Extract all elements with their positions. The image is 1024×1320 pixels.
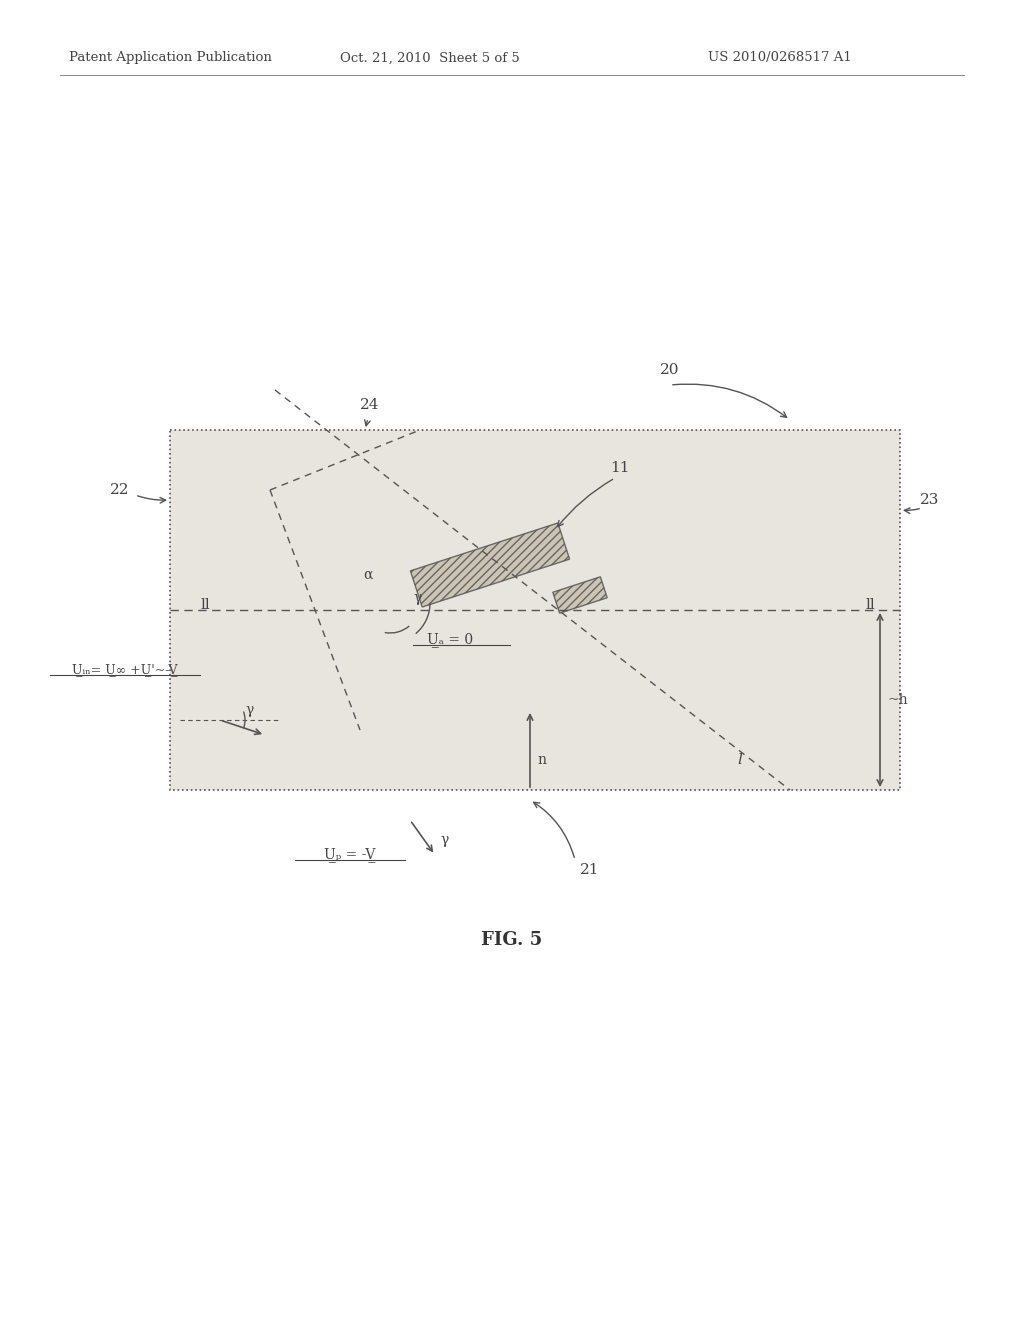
Text: 24: 24 — [360, 399, 380, 412]
Text: 22: 22 — [111, 483, 130, 498]
FancyBboxPatch shape — [170, 430, 900, 789]
Text: 11: 11 — [610, 461, 630, 475]
Text: Oct. 21, 2010  Sheet 5 of 5: Oct. 21, 2010 Sheet 5 of 5 — [340, 51, 520, 65]
Text: Patent Application Publication: Patent Application Publication — [69, 51, 271, 65]
Text: ll: ll — [865, 598, 874, 612]
Text: γ: γ — [441, 833, 450, 847]
Text: ~h: ~h — [888, 693, 908, 708]
Text: ll: ll — [200, 598, 210, 612]
Text: U̲ₚ = -V̲: U̲ₚ = -V̲ — [325, 847, 376, 862]
Text: U̲ᵢₙ= U̲∞ +U̲'~-V̲: U̲ᵢₙ= U̲∞ +U̲'~-V̲ — [73, 664, 178, 676]
Text: n: n — [538, 752, 547, 767]
Text: U̲ₐ = 0: U̲ₐ = 0 — [427, 632, 473, 647]
Bar — [411, 523, 569, 607]
Text: 21: 21 — [581, 863, 600, 876]
Text: α: α — [364, 568, 373, 582]
Text: 20: 20 — [660, 363, 680, 378]
Bar — [553, 577, 607, 614]
Text: l: l — [737, 752, 742, 767]
Text: FIG. 5: FIG. 5 — [481, 931, 543, 949]
Text: 23: 23 — [921, 492, 940, 507]
Text: γ: γ — [246, 704, 254, 717]
Text: γ: γ — [414, 591, 422, 605]
Text: US 2010/0268517 A1: US 2010/0268517 A1 — [709, 51, 852, 65]
